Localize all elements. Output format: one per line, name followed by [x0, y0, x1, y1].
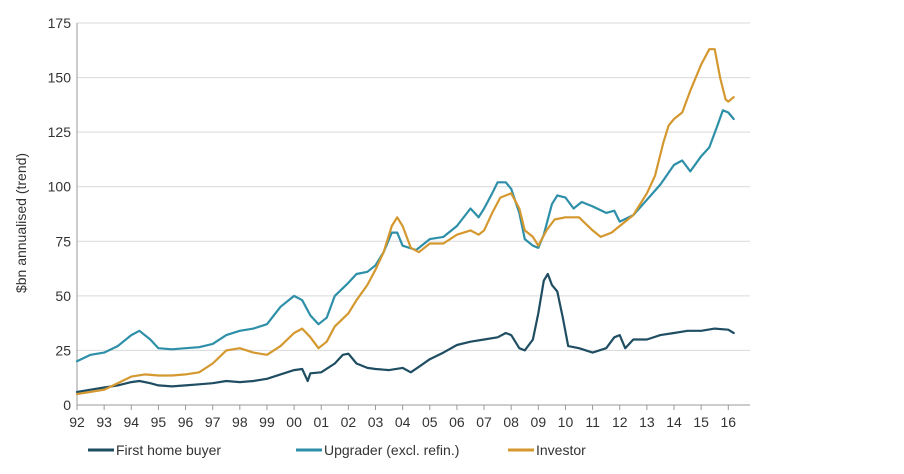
x-tick-label: 94 [123, 414, 139, 430]
x-tick-label: 06 [449, 414, 465, 430]
x-tick-label: 93 [96, 414, 112, 430]
y-axis-label: $bn annualised (trend) [13, 153, 29, 293]
legend-label: Upgrader (excl. refin.) [324, 442, 459, 458]
x-tick-label: 00 [286, 414, 302, 430]
y-tick-label: 100 [48, 179, 72, 195]
x-tick-label: 92 [69, 414, 85, 430]
gridlines [77, 22, 750, 351]
x-tick-label: 95 [151, 414, 167, 430]
x-tick-label: 13 [639, 414, 655, 430]
x-tick-label: 15 [693, 414, 709, 430]
y-tick-label: 50 [55, 288, 71, 304]
x-tick-label: 97 [205, 414, 221, 430]
x-tick-label: 14 [666, 414, 682, 430]
x-axis-tick-labels: 92 93 94 95 96 97 98 99 00 01 02 03 04 05 06 07 08 09 10 11… [69, 405, 736, 430]
y-tick-label: 175 [48, 15, 72, 31]
x-tick-label: 07 [476, 414, 492, 430]
x-tick-label: 12 [612, 414, 628, 430]
x-tick-label: 08 [503, 414, 519, 430]
y-tick-label: 25 [55, 342, 71, 358]
x-tick-label: 16 [721, 414, 737, 430]
x-tick-label: 01 [313, 414, 329, 430]
legend-label: Investor [536, 442, 586, 458]
x-tick-label: 96 [178, 414, 194, 430]
y-tick-label: 150 [48, 70, 72, 86]
y-tick-label: 125 [48, 124, 72, 140]
x-tick-label: 05 [422, 414, 438, 430]
x-tick-label: 99 [259, 414, 275, 430]
y-tick-label: 75 [55, 233, 71, 249]
series-lines [75, 48, 735, 396]
y-tick-label: 0 [63, 397, 71, 413]
x-tick-label: 98 [232, 414, 248, 430]
x-tick-label: 03 [368, 414, 384, 430]
x-tick-label: 04 [395, 414, 411, 430]
series-line-0 [75, 272, 735, 393]
y-axis-tick-labels: 0 25 50 75 100 125 150 175 [48, 15, 72, 413]
x-tick-label: 10 [558, 414, 574, 430]
x-tick-label: 11 [585, 414, 600, 430]
x-tick-label: 09 [531, 414, 547, 430]
legend-label: First home buyer [116, 442, 221, 458]
x-tick-label: 02 [341, 414, 357, 430]
legend: First home buyer Upgrader (excl. refin.) I… [88, 442, 586, 458]
series-line-2 [75, 48, 735, 396]
